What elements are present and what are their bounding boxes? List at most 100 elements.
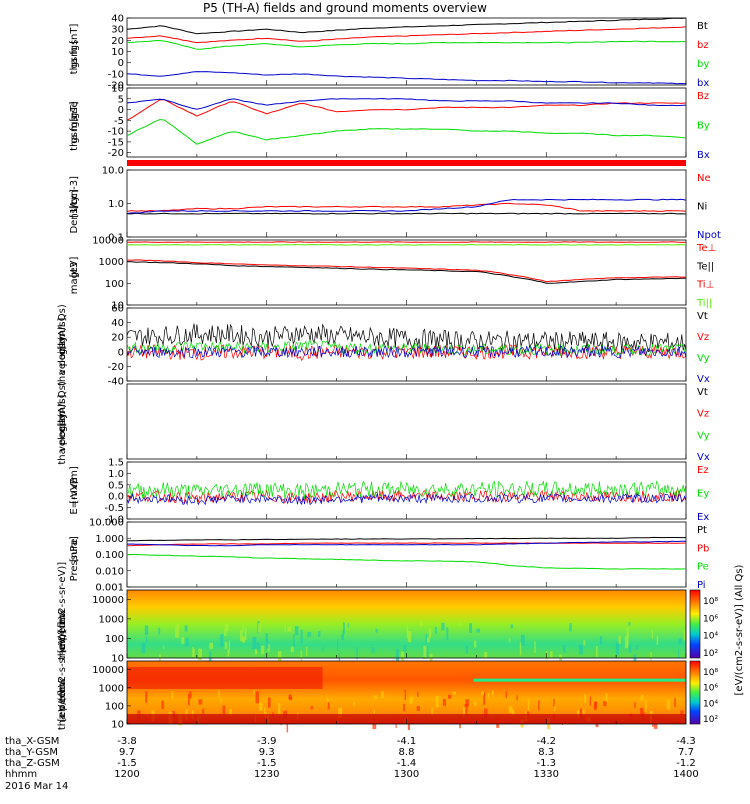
spectrogram-texture — [640, 695, 644, 701]
legend-bz: Bz — [697, 91, 709, 102]
spectrogram-texture — [356, 647, 358, 660]
footer-value: -3.9 — [257, 736, 277, 747]
spectrogram-texture — [550, 651, 553, 659]
panel-frame — [126, 239, 687, 306]
legend-ez: Ez — [697, 465, 709, 476]
spectrogram-texture — [465, 646, 468, 654]
y-tick-label: 10 — [111, 84, 124, 95]
spectrogram-texture — [579, 708, 583, 719]
spectrogram-texture — [189, 691, 192, 699]
spectrogram-texture — [381, 691, 385, 698]
spectrogram-texture — [227, 649, 229, 657]
panel-frame — [126, 17, 687, 86]
spectrogram-texture — [403, 703, 405, 712]
spectrogram-texture — [224, 641, 228, 650]
footer-value: 1300 — [394, 769, 419, 780]
spectrogram-texture — [452, 691, 457, 695]
spectrogram-texture — [628, 622, 631, 627]
y-tick-label: 1000 — [99, 614, 124, 625]
spectrogram-texture — [163, 645, 165, 650]
spectrogram-texture — [463, 706, 466, 717]
y-tick-label: 20 — [111, 36, 124, 47]
spectrogram-texture — [434, 626, 437, 634]
spectrogram-texture — [395, 648, 399, 663]
y-axis-label: velocity — [57, 336, 68, 375]
footer-row-label: tha_X-GSM — [5, 736, 59, 747]
spectrogram-texture — [373, 709, 375, 714]
footer-value: -1.2 — [676, 758, 696, 769]
y-axis-label: [eV/(cm2-s-sr-eV)] — [57, 630, 68, 721]
y-tick-label: 1000 — [99, 257, 124, 268]
spectrogram-texture — [373, 695, 377, 699]
colorbar-tick: 10⁸ — [703, 597, 718, 607]
spectrogram-texture — [290, 646, 294, 653]
legend-ti: Ti|| — [696, 298, 712, 309]
footer-row-label: hhmm — [5, 769, 37, 780]
spectrogram-texture — [534, 641, 536, 653]
spectrogram-texture — [680, 710, 684, 716]
colorbar-tick: 10⁴ — [703, 699, 718, 709]
spectrogram-texture — [595, 646, 598, 657]
figure-title: P5 (TH-A) fields and ground moments over… — [203, 1, 487, 15]
y-tick-label: 1000 — [99, 683, 124, 694]
y-tick-label: -20 — [108, 148, 124, 159]
y-tick-label: 100 — [105, 701, 124, 712]
spectrogram-texture — [255, 691, 260, 704]
legend-by: By — [697, 121, 710, 132]
y-tick-label: -0.5 — [104, 503, 124, 514]
spectrogram-texture — [599, 636, 603, 644]
spectrogram-texture — [218, 690, 221, 698]
spectrogram-texture — [633, 654, 637, 664]
footer-value: 8.3 — [538, 747, 554, 758]
y-axis-label: [km/s] — [57, 394, 68, 426]
spectrogram-texture — [426, 637, 430, 643]
y-axis-label: tha fgs — [69, 116, 80, 151]
series-line-ti — [126, 259, 686, 283]
series-line-ex — [126, 492, 687, 506]
footer-value: -1.5 — [117, 758, 137, 769]
colorbar-tick: 10⁶ — [703, 614, 718, 624]
panel-8: 10.0001.0000.1000.0100.001Pressure[nPa]P… — [69, 518, 709, 594]
footer-value: -4.1 — [397, 736, 417, 747]
spectrogram-texture — [476, 628, 480, 633]
legend-ni: Ni — [697, 202, 707, 213]
spectrogram-texture — [310, 705, 314, 710]
spectrogram-texture — [294, 626, 299, 636]
spectrogram-texture — [441, 622, 445, 631]
spectrogram-texture — [678, 638, 683, 645]
spectrogram-texture — [615, 642, 620, 655]
footer-value: -1.5 — [257, 758, 277, 769]
y-tick-label: 10000 — [92, 665, 124, 676]
y-tick-label: -5 — [114, 116, 124, 127]
legend-bz: bz — [697, 40, 709, 51]
series-line-bx — [126, 97, 687, 110]
legend-vz: Vz — [697, 409, 709, 420]
panel-3: 10.0 1.0 0.1 Density[1/cc][cm-3] Ne Ni Npot — [69, 166, 721, 244]
spectrogram-texture — [416, 705, 420, 711]
y-axis-label: [1/cc] — [69, 189, 80, 218]
legend-vt: Vt — [697, 311, 708, 322]
spectrogram-texture — [605, 693, 608, 707]
legend-te: Te|| — [696, 261, 714, 272]
spectrogram-texture — [145, 691, 148, 703]
spectrogram-texture — [589, 696, 592, 706]
legend-bx: bx — [697, 78, 709, 89]
spectrogram-texture — [403, 644, 407, 652]
spectrogram-texture — [371, 647, 375, 653]
spectrogram-texture — [261, 645, 265, 655]
footer-value: 9.3 — [259, 747, 275, 758]
spectrogram-texture — [406, 628, 408, 639]
spectrogram-texture — [198, 648, 203, 661]
series-line-pt — [126, 536, 686, 542]
spectrogram-texture — [583, 640, 586, 646]
y-axis-label: (All Qs) — [57, 381, 68, 418]
spectrogram-texture — [254, 648, 258, 655]
spectrogram-texture — [184, 625, 188, 632]
y-axis-label: [mV/m] — [69, 466, 80, 504]
y-axis-label: [eV/(cm2-s-sr-eV)] — [57, 562, 68, 653]
